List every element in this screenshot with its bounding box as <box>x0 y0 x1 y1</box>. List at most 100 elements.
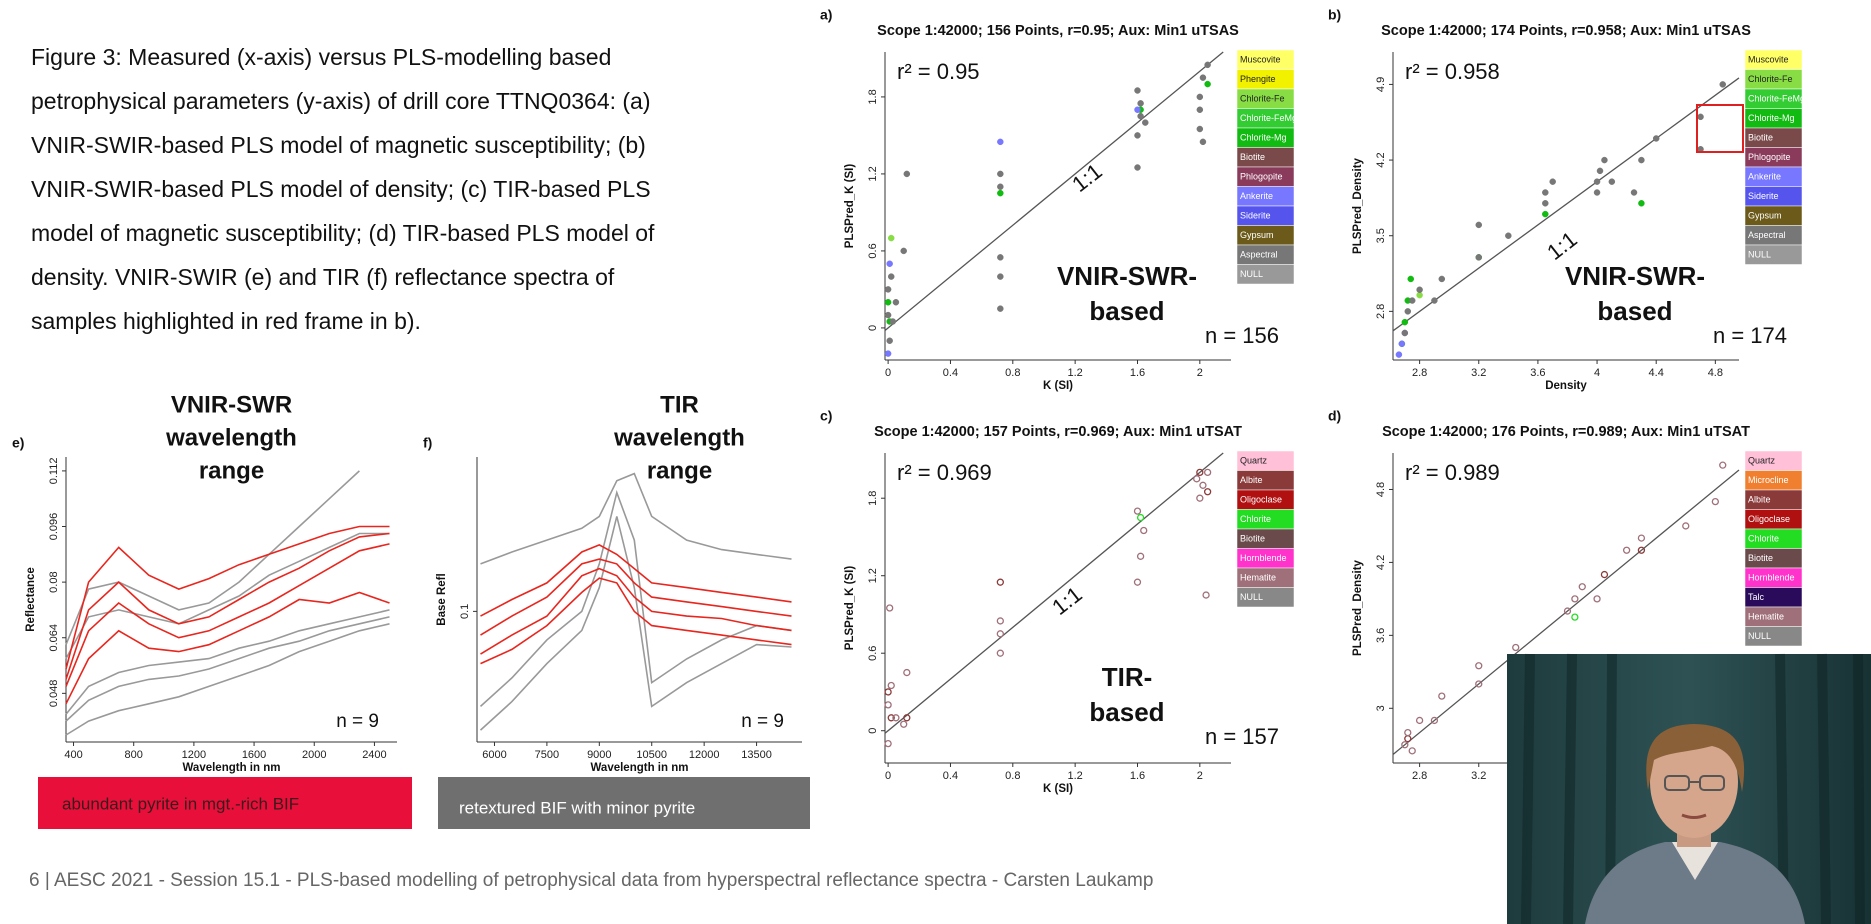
heading: TIR <box>660 391 699 418</box>
legend-label: Hematite <box>1748 611 1784 621</box>
legend-swatch <box>1744 244 1803 265</box>
point <box>886 337 893 344</box>
point <box>1600 570 1609 579</box>
y-tick-label: 1.2 <box>867 166 879 181</box>
point <box>996 630 1004 638</box>
legend-label: Biotite <box>1748 553 1773 563</box>
chart-title: Scope 1:42000; 156 Points, r=0.95; Aux: … <box>877 23 1239 39</box>
n-label: n = 156 <box>1205 323 1279 348</box>
x-axis-label: K (SI) <box>1043 380 1073 392</box>
point <box>1204 80 1211 88</box>
x-tick-label: 800 <box>125 749 143 761</box>
point <box>1196 93 1204 101</box>
legend-label: Quartz <box>1748 455 1776 465</box>
point <box>1505 232 1512 239</box>
legend-label: Phlogopite <box>1748 152 1791 162</box>
line-label: 1:1 <box>1067 158 1106 197</box>
point <box>996 649 1004 657</box>
x-axis-label: Wavelength in nm <box>183 762 281 774</box>
point <box>1578 583 1586 591</box>
point <box>1199 74 1207 81</box>
r2-label: r² = 0.989 <box>1405 460 1500 485</box>
legend-label: Chlorite-Fe <box>1748 74 1793 84</box>
y-axis-label: PLSPred_K (SI) <box>844 164 856 249</box>
point <box>1475 662 1483 670</box>
caption-line: VNIR-SWIR-based PLS model of magnetic su… <box>31 132 646 158</box>
y-tick-label: 4.9 <box>1375 77 1387 92</box>
line-label: 1:1 <box>1047 581 1086 620</box>
x-tick-label: 0 <box>885 770 891 782</box>
point <box>1416 286 1423 294</box>
y-tick-label: 0.048 <box>48 680 60 708</box>
point <box>903 668 911 677</box>
point <box>1140 526 1148 535</box>
legend-label: Chlorite-Mg <box>1748 113 1795 123</box>
point <box>889 318 897 325</box>
legend-label: Chlorite-Fe <box>1240 93 1285 103</box>
x-tick-label: 1.6 <box>1130 367 1145 379</box>
spectrum-line <box>480 472 792 565</box>
webcam <box>1507 653 1871 924</box>
point <box>1134 106 1141 113</box>
legend-label: Chlorite <box>1240 514 1271 524</box>
x-tick-label: 7500 <box>535 749 559 761</box>
point <box>903 170 911 178</box>
point <box>892 714 900 722</box>
point <box>1622 546 1631 554</box>
point <box>1196 125 1204 133</box>
legend-label: Phengite <box>1240 74 1276 84</box>
y-tick-label: 0.1 <box>459 604 471 619</box>
x-tick-label: 4.4 <box>1649 367 1664 379</box>
caption-line: VNIR-SWIR-based PLS model of density; (c… <box>31 176 651 202</box>
point <box>884 286 892 293</box>
point <box>1196 494 1204 502</box>
point <box>1438 275 1446 283</box>
point <box>997 138 1004 146</box>
method-label: based <box>1597 296 1672 326</box>
y-tick-label: 0 <box>867 325 879 331</box>
panel-label: b) <box>1328 7 1341 23</box>
point <box>1142 119 1149 126</box>
point <box>1395 351 1403 358</box>
point <box>1196 468 1204 477</box>
legend-label: Quartz <box>1240 455 1268 465</box>
point <box>1136 552 1145 560</box>
point <box>1398 340 1406 348</box>
legend-label: NULL <box>1748 631 1771 641</box>
point <box>1652 135 1660 142</box>
point <box>1133 578 1142 586</box>
method-label: VNIR-SWR- <box>1565 261 1705 291</box>
heading: wavelength <box>165 424 297 451</box>
legend-label: Muscovite <box>1240 54 1281 64</box>
y-tick-label: 4.8 <box>1375 482 1387 497</box>
n-label: n = 9 <box>741 711 784 732</box>
x-tick-label: 1.2 <box>1067 367 1082 379</box>
chart-title: Scope 1:42000; 174 Points, r=0.958; Aux:… <box>1381 23 1751 39</box>
caption-line: petrophysical parameters (y-axis) of dri… <box>31 88 651 114</box>
point <box>1401 741 1409 749</box>
point <box>1134 132 1141 139</box>
x-tick-label: 3.6 <box>1530 367 1545 379</box>
chart: 2.8 3.2 3.6 4 4.4 4.8 2.8 3.5 4.2 4.9 Density PLSPr… <box>1328 7 1805 392</box>
legend-label: Hornblende <box>1748 572 1795 582</box>
shirt <box>1585 842 1805 924</box>
point <box>1563 607 1572 615</box>
y-tick-label: 0.6 <box>867 243 879 258</box>
point <box>1637 534 1646 542</box>
spectrum-line <box>480 544 792 617</box>
method-label: based <box>1089 697 1164 727</box>
collar <box>1672 842 1718 880</box>
legend-label: Muscovite <box>1748 54 1789 64</box>
one-to-one-line <box>884 51 1224 331</box>
point <box>1719 461 1727 469</box>
point <box>1204 61 1211 69</box>
point <box>996 617 1004 625</box>
legend-label: Siderite <box>1748 191 1779 201</box>
y-tick-label: 0.6 <box>867 646 879 661</box>
y-tick-label: 0 <box>867 728 879 734</box>
legend-label: Chlorite-FeMg <box>1748 93 1805 103</box>
caption-line: samples highlighted in red frame in b). <box>31 308 421 334</box>
point <box>1203 468 1212 477</box>
x-tick-label: 400 <box>64 749 82 761</box>
point <box>884 350 892 357</box>
